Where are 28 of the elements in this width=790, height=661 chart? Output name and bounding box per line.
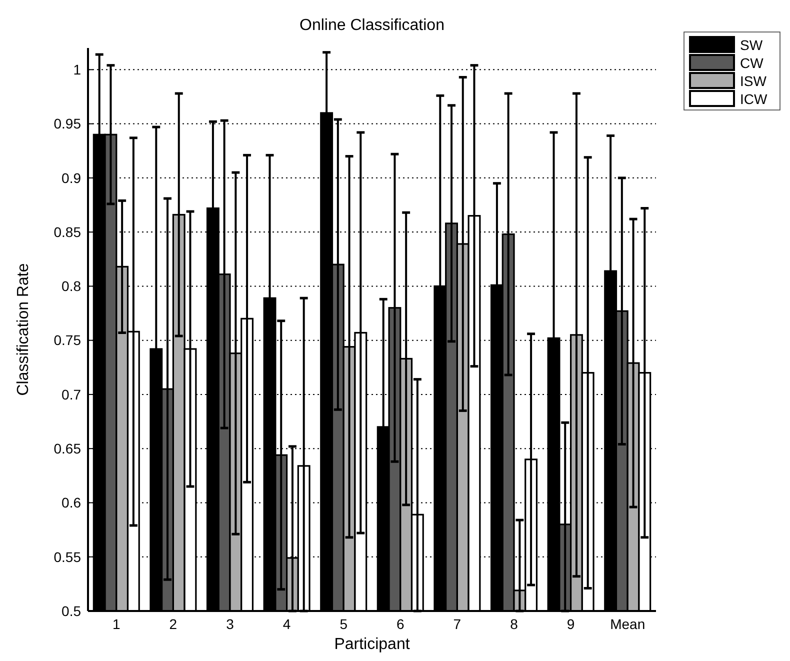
y-tick-label: 0.75 bbox=[54, 332, 82, 348]
x-tick-label: 5 bbox=[340, 616, 348, 632]
x-tick-label: 2 bbox=[169, 616, 178, 632]
x-tick-label: 3 bbox=[226, 616, 234, 632]
y-tick-label: 0.55 bbox=[54, 548, 82, 565]
y-tick-label: 0.5 bbox=[62, 602, 82, 619]
y-tick-label: 0.9 bbox=[62, 170, 82, 186]
x-tick-label: 8 bbox=[510, 616, 518, 632]
y-tick-label: 0.7 bbox=[62, 386, 82, 402]
x-tick-label: Mean bbox=[610, 616, 646, 632]
legend-label: ICW bbox=[740, 90, 768, 107]
x-tick-label: 4 bbox=[282, 616, 291, 632]
y-tick-label: 0.8 bbox=[62, 278, 82, 294]
x-tick-label: 7 bbox=[453, 616, 462, 632]
y-tick-label: 1 bbox=[73, 62, 82, 78]
x-tick-label: 6 bbox=[396, 616, 404, 632]
legend-label: ISW bbox=[740, 72, 768, 89]
y-tick-label: 0.85 bbox=[54, 224, 82, 240]
legend-label: SW bbox=[740, 36, 764, 53]
y-tick-label: 0.95 bbox=[54, 116, 82, 132]
y-axis-title: Classification Rate bbox=[15, 263, 32, 396]
x-axis-title: Participant bbox=[334, 636, 410, 653]
x-tick-label: 9 bbox=[566, 616, 575, 632]
y-tick-label: 0.65 bbox=[54, 440, 82, 456]
legend-label: CW bbox=[740, 54, 764, 71]
chart-title: Online Classification bbox=[300, 17, 444, 34]
x-tick-label: 1 bbox=[112, 616, 120, 632]
y-tick-label: 0.6 bbox=[62, 494, 82, 511]
